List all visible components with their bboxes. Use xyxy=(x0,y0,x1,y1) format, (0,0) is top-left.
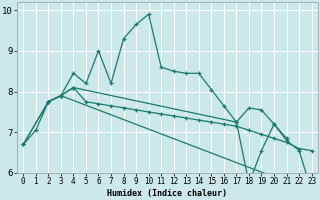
X-axis label: Humidex (Indice chaleur): Humidex (Indice chaleur) xyxy=(108,189,228,198)
